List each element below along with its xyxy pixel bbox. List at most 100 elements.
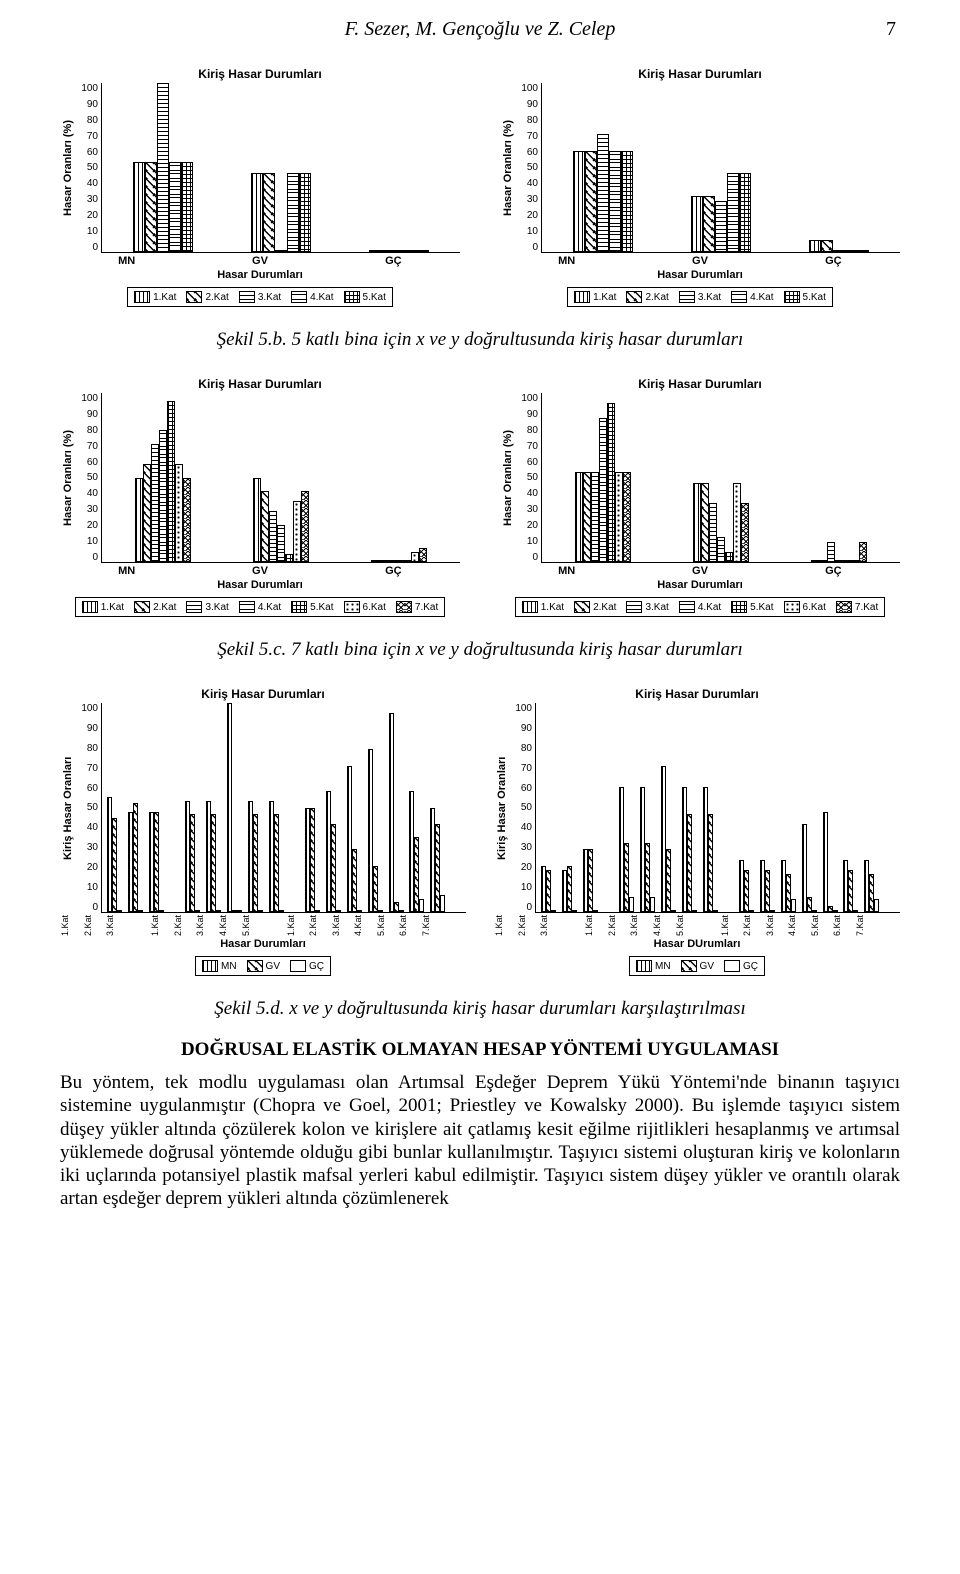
chart-title: Kiriş Hasar Durumları [60, 67, 460, 81]
bar [269, 511, 277, 562]
legend-swatch [731, 291, 747, 303]
running-head: F. Sezer, M. Gençoğlu ve Z. Celep [60, 18, 900, 41]
legend-item: 3.Kat [626, 601, 668, 613]
legend-swatch [291, 291, 307, 303]
bar [835, 560, 843, 562]
x-tick: 3.Kat [765, 915, 788, 936]
x-tick: 3.Kat [539, 915, 562, 936]
y-tick: 20 [527, 210, 538, 221]
legend-swatch [574, 291, 590, 303]
bar [573, 151, 585, 252]
bar [765, 870, 770, 912]
bar [701, 483, 709, 562]
legend-swatch [290, 960, 306, 972]
legend-item: 6.Kat [344, 601, 386, 613]
legend-swatch [681, 960, 697, 972]
bar [227, 703, 232, 912]
bar [393, 250, 405, 252]
y-tick: 80 [527, 425, 538, 436]
x-axis-label: Hasar DUrumları [494, 938, 900, 950]
legend-label: MN [221, 961, 237, 972]
bar [169, 162, 181, 252]
legend-mgg: MNGVGÇ [629, 956, 765, 976]
bar [575, 472, 583, 562]
bar [138, 910, 143, 912]
y-tick: 40 [527, 488, 538, 499]
bar [551, 910, 556, 912]
bar [263, 173, 275, 252]
chart-5c-left: Kiriş Hasar Durumları Hasar Oranları (%)… [60, 377, 460, 617]
plot-area [541, 83, 900, 253]
bar [615, 472, 623, 562]
y-axis-label: Hasar Oranları (%) [60, 393, 76, 563]
caption-5b: Şekil 5.b. 5 katlı bina için x ve y doğr… [60, 329, 900, 351]
section-heading: DOĞRUSAL ELASTİK OLMAYAN HESAP YÖNTEMİ U… [60, 1038, 900, 1061]
bar [744, 870, 749, 912]
y-tick: 10 [87, 536, 98, 547]
bar [692, 910, 697, 912]
bar [621, 151, 633, 252]
bar [845, 250, 857, 252]
y-tick: 100 [81, 83, 98, 94]
legend-item: 1.Kat [134, 291, 176, 303]
bar-group [583, 849, 598, 912]
figure-row-5b: Kiriş Hasar Durumları Hasar Oranları (%)… [60, 67, 900, 307]
bar-group [248, 801, 263, 912]
y-tick: 90 [87, 409, 98, 420]
bar [279, 910, 284, 912]
bar [261, 491, 269, 562]
bar [135, 478, 143, 563]
bar-group [409, 791, 424, 912]
x-tick: GÇ [767, 255, 900, 267]
y-tick: 0 [532, 552, 538, 563]
bar-group [760, 860, 775, 912]
bar [567, 866, 572, 912]
y-tick: 20 [87, 862, 98, 873]
body-text: DOĞRUSAL ELASTİK OLMAYAN HESAP YÖNTEMİ U… [60, 1038, 900, 1210]
x-axis-label: Hasar Durumları [60, 269, 460, 281]
x-tick: GV [633, 565, 766, 577]
y-tick: 70 [87, 763, 98, 774]
y-axis-ticks: 1009080706050403020100 [76, 393, 101, 563]
x-axis-cats: 1.Kat2.Kat3.Kat 1.Kat2.Kat3.Kat4.Kat5.Ka… [494, 915, 900, 936]
bar [301, 491, 309, 562]
bar-group [661, 766, 676, 912]
y-tick: 40 [521, 822, 532, 833]
legend-label: 6.Kat [803, 602, 826, 613]
legend-label: 5.Kat [803, 292, 826, 303]
x-axis-label: Hasar Durumları [500, 579, 900, 591]
bar [159, 910, 164, 912]
bar [145, 162, 157, 252]
legend-swatch [396, 601, 412, 613]
legend-item: 6.Kat [784, 601, 826, 613]
bar-group [149, 812, 164, 912]
y-tick: 20 [87, 520, 98, 531]
bar [381, 250, 393, 252]
x-tick: 5.Kat [675, 915, 698, 936]
bar [183, 478, 191, 563]
bar [181, 162, 193, 252]
bar-group [107, 797, 122, 912]
y-tick: 10 [527, 536, 538, 547]
y-tick: 30 [87, 842, 98, 853]
page-number: 7 [886, 18, 896, 41]
y-tick: 80 [527, 115, 538, 126]
bar [741, 503, 749, 562]
bar-group [843, 860, 858, 912]
bar-group [682, 787, 697, 912]
legend-label: 7.Kat [855, 602, 878, 613]
bar [419, 899, 424, 912]
x-tick: 3.Kat [195, 915, 218, 936]
bar [143, 464, 151, 562]
plot-area [101, 393, 460, 563]
caption-5d: Şekil 5.d. x ve y doğrultusunda kiriş ha… [60, 998, 900, 1020]
y-tick: 60 [527, 457, 538, 468]
x-tick: 5.Kat [376, 915, 399, 936]
bar-group [693, 483, 749, 562]
bar-group [206, 801, 221, 912]
y-tick: 100 [521, 393, 538, 404]
y-tick: 60 [87, 457, 98, 468]
y-axis-ticks: 1009080706050403020100 [516, 393, 541, 563]
y-tick: 40 [527, 178, 538, 189]
bar [277, 525, 285, 562]
